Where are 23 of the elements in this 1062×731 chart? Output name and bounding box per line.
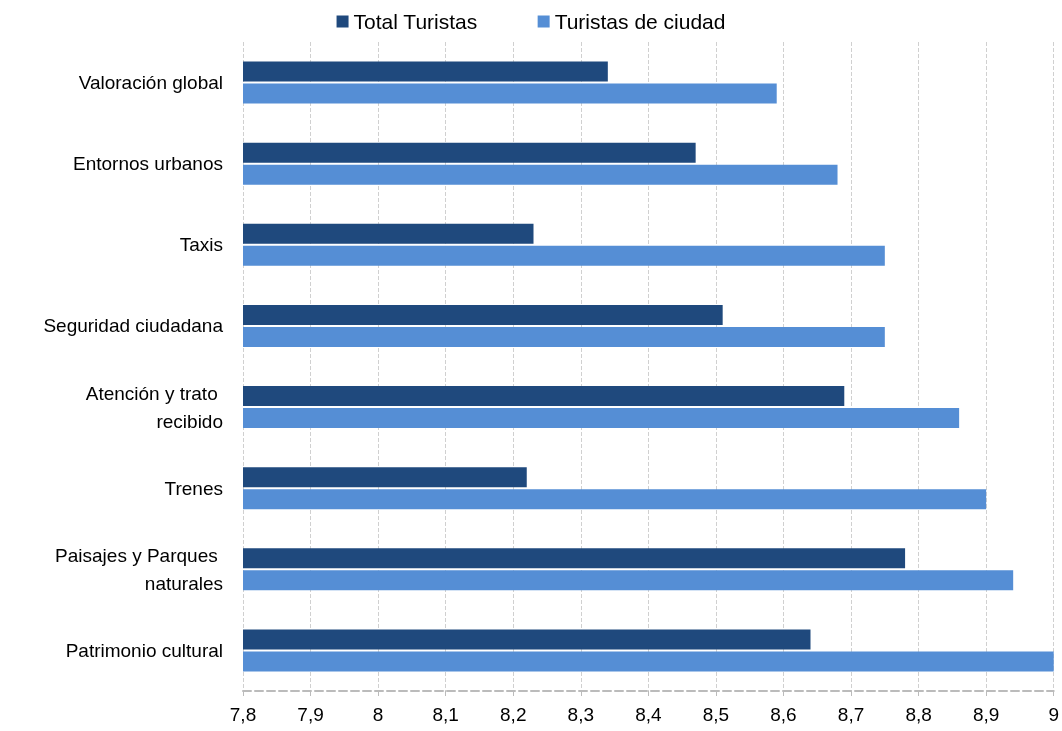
y-tick-label: Paisajes y Parques naturales xyxy=(55,544,223,594)
x-tick-label: 8,5 xyxy=(702,704,730,725)
y-tick-label: Taxis xyxy=(179,234,223,256)
x-tick-label: 8,2 xyxy=(500,704,527,725)
y-tick-label: Entornos urbanos xyxy=(73,153,223,175)
legend-label: Total Turistas xyxy=(353,10,478,33)
y-tick-label: Trenes xyxy=(164,477,223,499)
y-tick-label: Seguridad ciudadana xyxy=(43,315,224,337)
x-tick-label: 8,4 xyxy=(635,704,662,725)
x-tick-label: 8,9 xyxy=(972,704,1000,725)
x-tick-label: 7,8 xyxy=(229,704,257,725)
y-tick-label: Atención y trato recibido xyxy=(85,382,223,432)
x-tick-label: 8,8 xyxy=(905,704,932,725)
x-tick-label: 8,7 xyxy=(837,704,865,725)
x-tick-label: 8 xyxy=(372,704,384,725)
x-tick-label: 8,3 xyxy=(567,704,595,725)
x-tick-label: 7,9 xyxy=(297,704,324,725)
x-tick-label: 8,6 xyxy=(770,704,797,725)
x-tick-label: 8,1 xyxy=(432,704,459,725)
x-tick-label: 9 xyxy=(1048,704,1060,725)
legend-label: Turistas de ciudad xyxy=(554,10,726,33)
y-tick-label: Valoración global xyxy=(78,72,223,94)
y-tick-label: Patrimonio cultural xyxy=(65,639,223,661)
